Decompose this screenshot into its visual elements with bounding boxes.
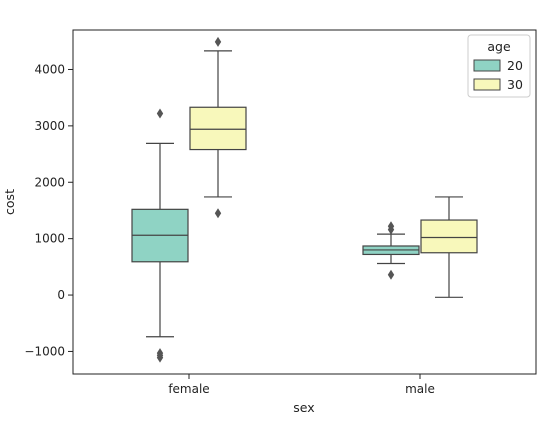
outlier-point (387, 221, 395, 232)
legend-swatch-20 (473, 59, 501, 72)
x-axis: female male (168, 374, 435, 396)
y-tick-label: 2000 (34, 175, 65, 189)
legend-label-30: 30 (507, 77, 523, 92)
y-tick-label: 1000 (34, 232, 65, 246)
y-tick-label: 4000 (34, 62, 65, 76)
outlier-point (387, 269, 395, 280)
box-body (189, 106, 247, 151)
y-axis: −1000 0 1000 2000 3000 4000 (24, 62, 73, 358)
y-tick-label: −1000 (24, 344, 65, 358)
legend-label-20: 20 (507, 58, 523, 73)
boxes-layer (131, 36, 478, 363)
outlier-point (156, 352, 164, 363)
outlier-point (214, 36, 222, 47)
box-male-age-30 (420, 196, 478, 298)
box-male-age-20 (362, 221, 420, 280)
y-tick-label: 0 (57, 288, 65, 302)
legend-title: age (487, 39, 511, 54)
x-axis-label: sex (293, 400, 314, 415)
y-axis-label: cost (2, 189, 17, 215)
outlier-point (214, 208, 222, 219)
box-female-age-30 (189, 36, 247, 219)
box-female-age-20 (131, 108, 189, 363)
box-body (420, 219, 478, 254)
x-tick-label: male (405, 382, 435, 396)
legend: age 20 30 (467, 34, 531, 98)
y-tick-label: 3000 (34, 119, 65, 133)
x-tick-label: female (168, 382, 209, 396)
plot-frame (72, 29, 537, 375)
outlier-point (156, 108, 164, 119)
legend-swatch-30 (473, 78, 501, 91)
